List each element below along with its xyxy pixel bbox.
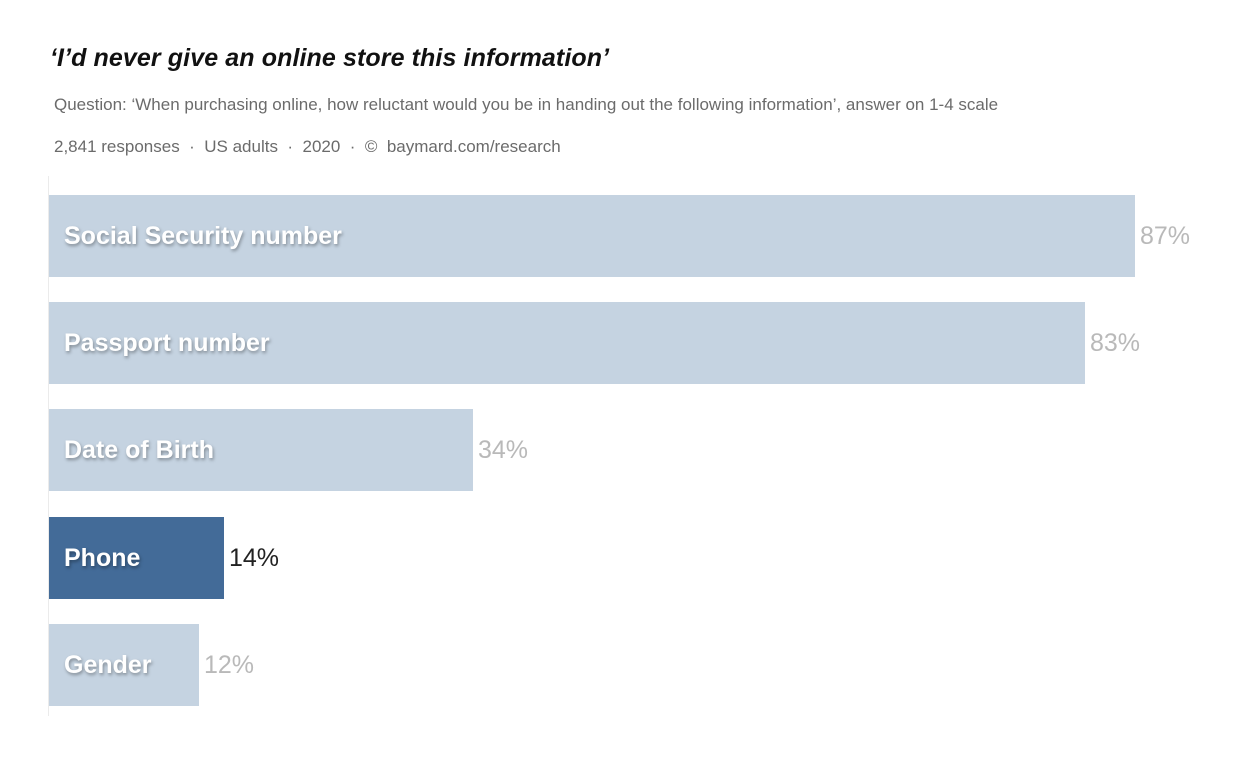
bar-category-label: Passport number (64, 329, 270, 357)
bar: Date of Birth (49, 409, 473, 491)
chart-title: ‘I’d never give an online store this inf… (50, 44, 610, 72)
bar-category-label: Date of Birth (64, 436, 214, 464)
bar-category-label: Phone (64, 544, 141, 572)
bar: Gender (49, 624, 199, 706)
bar-value-label: 87% (1140, 222, 1191, 250)
bar: Phone (49, 517, 224, 599)
bar: Social Security number (49, 195, 1135, 277)
bar: Passport number (49, 302, 1085, 384)
chart-subtitle: Question: ‘When purchasing online, how r… (54, 95, 999, 114)
bar-category-label: Social Security number (64, 222, 342, 250)
bar-value-label: 14% (229, 544, 280, 572)
bar-value-label: 12% (204, 651, 255, 679)
bar-category-label: Gender (64, 651, 152, 679)
bar-value-label: 34% (478, 436, 529, 464)
chart-source-note: 2,841 responses · US adults · 2020 · © b… (54, 137, 561, 156)
bar-value-label: 83% (1090, 329, 1141, 357)
y-axis-line (48, 176, 49, 716)
